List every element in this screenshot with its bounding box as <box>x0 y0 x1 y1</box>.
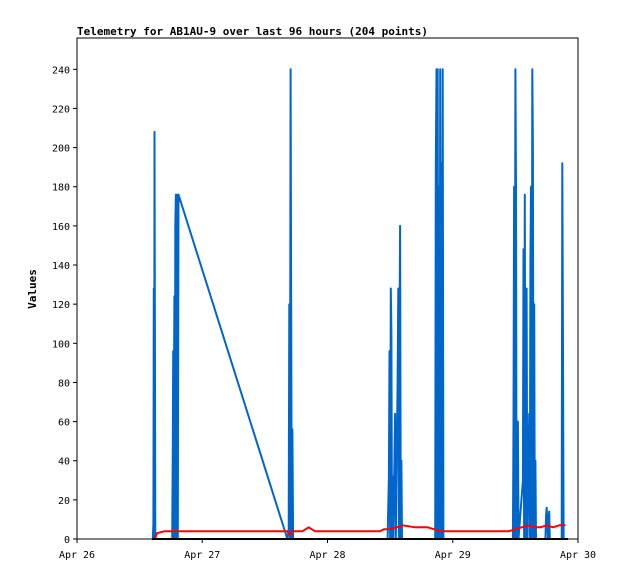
y-tick-label: 140 <box>52 261 70 272</box>
y-axis-label: Values <box>26 269 39 309</box>
y-tick-label: 60 <box>58 418 70 429</box>
y-tick-label: 80 <box>58 378 70 389</box>
x-tick-label: Apr 28 <box>309 550 345 561</box>
y-tick-label: 40 <box>58 457 70 468</box>
y-tick-label: 180 <box>52 183 70 194</box>
y-tick-label: 0 <box>64 535 70 546</box>
y-tick-label: 200 <box>52 144 70 155</box>
series-line-0 <box>151 68 565 540</box>
y-tick-label: 100 <box>52 339 70 350</box>
x-tick-label: Apr 29 <box>435 550 471 561</box>
plot-frame <box>76 37 579 540</box>
chart-title: Telemetry for AB1AU-9 over last 96 hours… <box>77 25 428 38</box>
y-tick-label: 160 <box>52 222 70 233</box>
y-tick-label: 20 <box>58 496 70 507</box>
x-tick-label: Apr 30 <box>560 550 596 561</box>
y-tick-label: 240 <box>52 65 70 76</box>
x-tick-label: Apr 26 <box>59 550 95 561</box>
y-tick-label: 120 <box>52 300 70 311</box>
y-tick-label: 220 <box>52 104 70 115</box>
x-tick-label: Apr 27 <box>184 550 220 561</box>
series-layer <box>151 68 568 540</box>
series-line-1 <box>152 524 566 540</box>
x-axis: Apr 26 Apr 27 Apr 28 Apr 29 Apr 30 <box>59 539 596 561</box>
y-axis: 0 20 40 60 80 100 120 140 160 180 200 220 240 <box>52 65 77 546</box>
